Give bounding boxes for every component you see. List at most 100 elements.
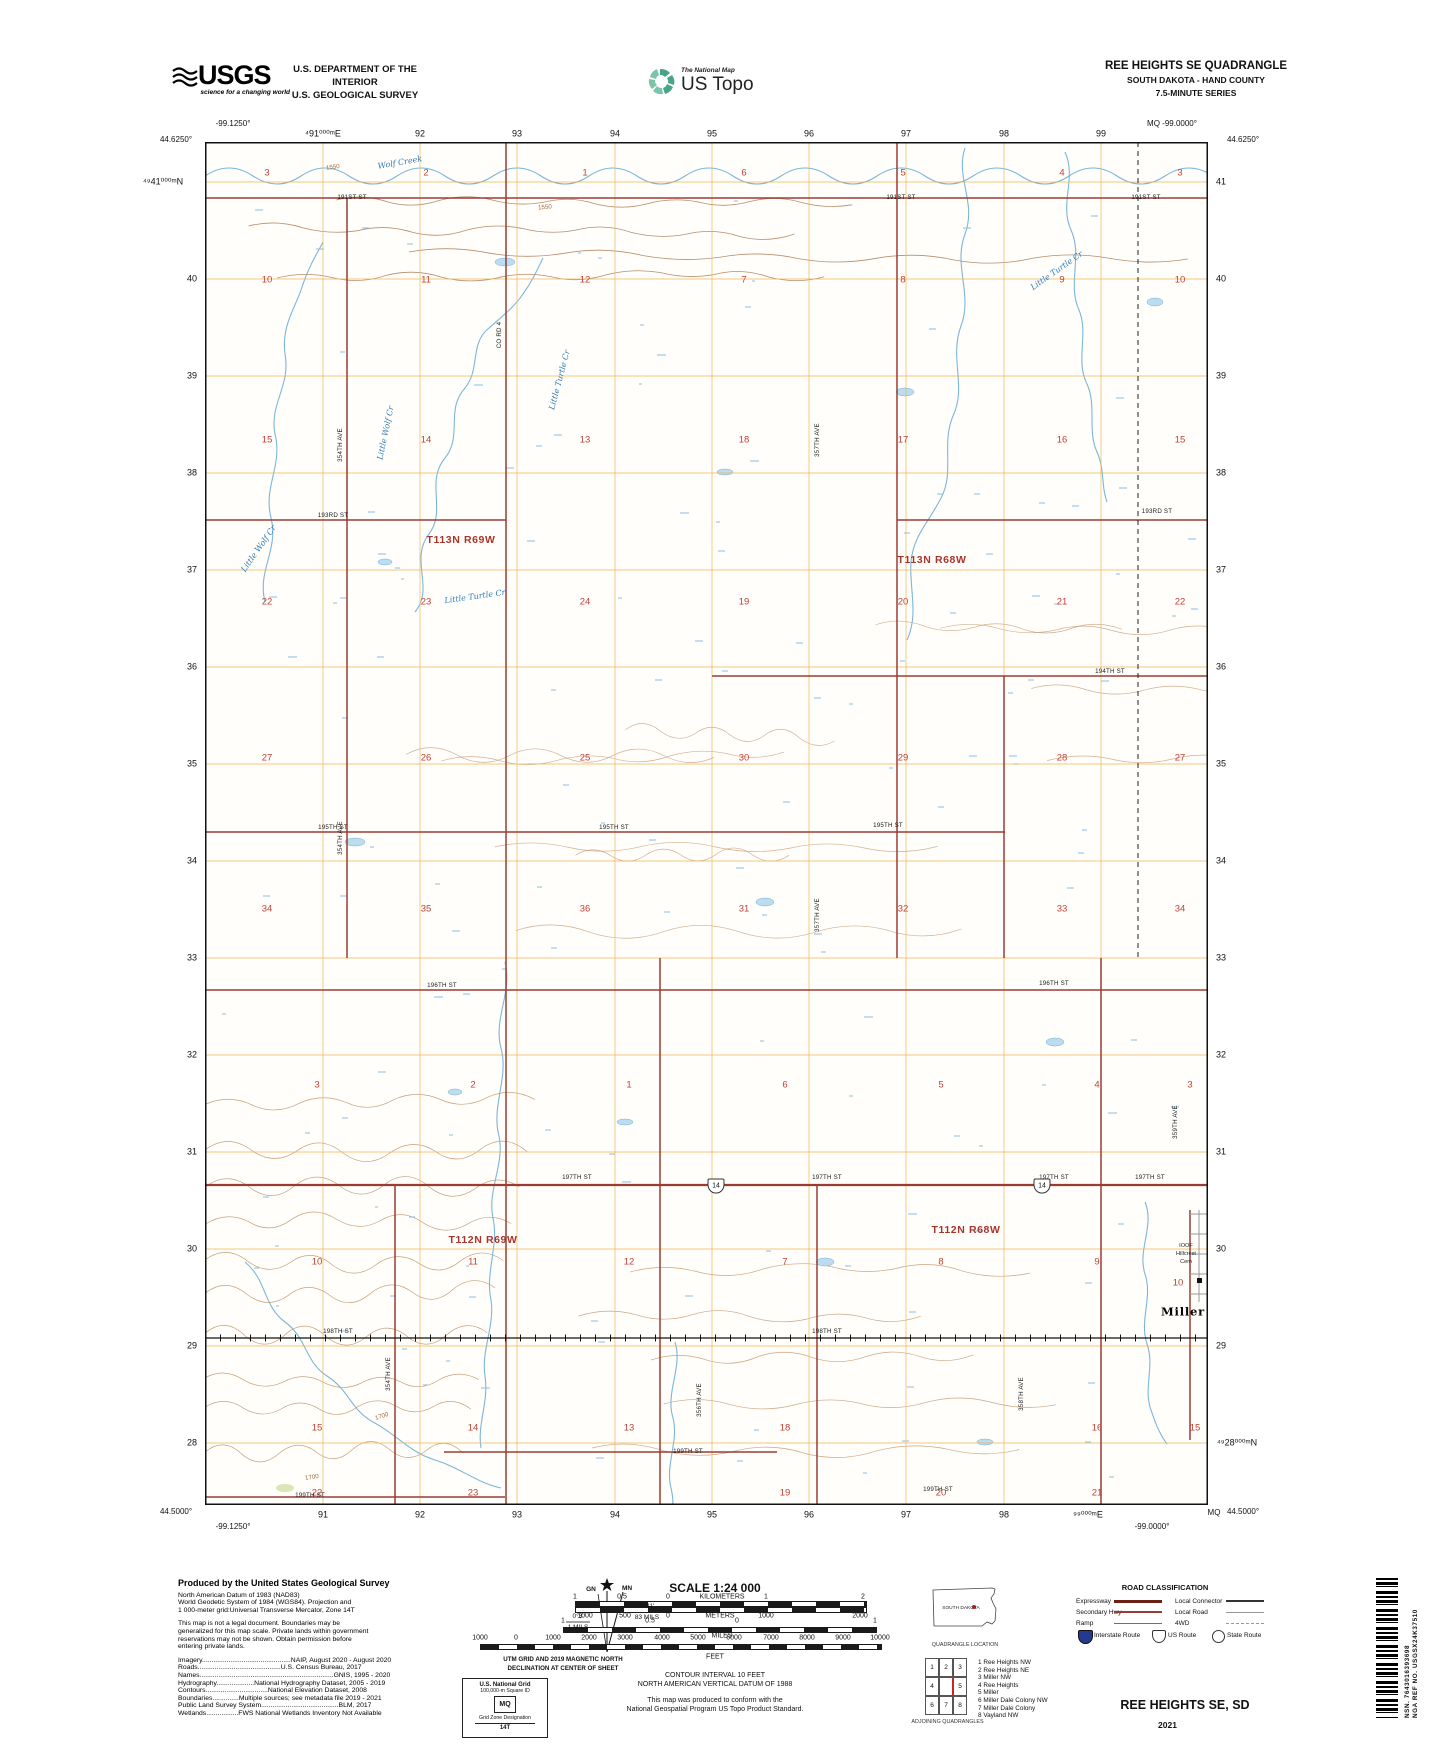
grid-coordinate: 30 xyxy=(1215,1243,1227,1254)
scale-tick: 5000 xyxy=(690,1634,706,1642)
usgs-wave-icon xyxy=(172,65,198,87)
conformance-line2: National Geospatial Program US Topo Prod… xyxy=(626,1706,804,1713)
road-classification-title: ROAD CLASSIFICATION xyxy=(1121,1583,1209,1592)
grid-coordinate: ⁴91⁰⁰⁰ᵐE xyxy=(305,128,341,139)
legend-ramp: Ramp xyxy=(1076,1620,1094,1627)
corner-coordinate: MQ xyxy=(1207,1508,1221,1517)
grid-coordinate: 37 xyxy=(1215,564,1227,575)
grid-coordinate: 35 xyxy=(186,758,198,769)
usng-zone: 14T xyxy=(475,1723,535,1731)
adjoining-quadrangles-caption: ADJOINING QUADRANGLES xyxy=(911,1719,984,1725)
corner-coordinate: -99.1250° xyxy=(215,119,251,128)
adjoining-cell: 8 xyxy=(953,1696,967,1715)
quad-location-dot xyxy=(972,1605,976,1609)
grid-coordinate: ⁹⁹⁰⁰⁰ᵐE xyxy=(1073,1509,1103,1520)
scale-tick: 10000 xyxy=(870,1634,890,1642)
grid-coordinate: 31 xyxy=(186,1146,198,1157)
gn-degrees: 0°3' xyxy=(572,1612,584,1620)
scale-tick: 1 xyxy=(873,1617,877,1625)
legend-interstate: Interstate Route xyxy=(1094,1632,1141,1639)
adjoining-cell: 3 xyxy=(953,1658,967,1677)
ramp-line xyxy=(1114,1623,1162,1624)
usgs-tagline: science for a changing world xyxy=(200,89,290,96)
credits-line: Contours................................… xyxy=(178,1687,367,1695)
grid-coordinate: 91 xyxy=(317,1509,329,1520)
credits-line: reservations may not be shown. Obtain pe… xyxy=(178,1635,352,1643)
magnetic-north-label: MN xyxy=(621,1584,633,1592)
grid-coordinate: 94 xyxy=(609,128,621,139)
quad-title: REE HEIGHTS SE QUADRANGLE xyxy=(1104,60,1288,72)
dept-line1: U.S. DEPARTMENT OF THE INTERIOR xyxy=(293,64,417,88)
local-road-line xyxy=(1226,1612,1264,1613)
credits-line: Roads...................................… xyxy=(178,1664,362,1672)
grid-coordinate: 38 xyxy=(186,467,198,478)
grid-coordinate: 37 xyxy=(186,564,198,575)
expressway-line xyxy=(1114,1600,1162,1603)
legend-us-route: US Route xyxy=(1168,1632,1197,1639)
grid-coordinate: 38 xyxy=(1215,467,1227,478)
scale-tick: 8000 xyxy=(799,1634,815,1642)
grid-coordinate: 96 xyxy=(803,128,815,139)
corner-coordinate: MQ -99.0000° xyxy=(1147,119,1197,128)
state-route-circle-icon xyxy=(1212,1630,1225,1643)
usng-box: U.S. National Grid 100,000-m Square ID M… xyxy=(462,1678,548,1738)
grid-coordinate: 32 xyxy=(186,1049,198,1060)
usng-square-id: MQ xyxy=(494,1696,516,1713)
credits-line: Hydrography....................National … xyxy=(178,1679,386,1687)
grid-coordinate: 92 xyxy=(414,1509,426,1520)
mn-degrees: 4°41' xyxy=(639,1602,655,1610)
secondary-line xyxy=(1114,1611,1162,1613)
corner-coordinate: -99.1250° xyxy=(215,1522,251,1531)
adjoining-cell: 2 xyxy=(939,1658,953,1677)
grid-coordinate: 34 xyxy=(186,855,198,866)
scale-tick: MILES xyxy=(711,1632,733,1640)
scale-tick: 1000 xyxy=(758,1612,774,1620)
scale-tick: 0 xyxy=(514,1634,518,1642)
conformance-line1: This map was produced to conform with th… xyxy=(647,1697,783,1704)
declination-caption-2: DECLINATION AT CENTER OF SHEET xyxy=(507,1665,619,1672)
grid-coordinate: 98 xyxy=(998,1509,1010,1520)
credits-line: 1 000-meter grid:Universal Transverse Me… xyxy=(178,1606,355,1614)
scalebar-meters xyxy=(575,1607,867,1613)
scale-title: SCALE 1:24 000 xyxy=(669,1581,761,1595)
state-locator-map: SOUTH DAKOTA xyxy=(930,1585,1002,1636)
production-credits: Produced by the United States Geological… xyxy=(178,1578,478,1724)
grid-coordinate: 30 xyxy=(186,1243,198,1254)
grid-coordinate: 39 xyxy=(1215,370,1227,381)
grid-coordinate: 29 xyxy=(1215,1340,1227,1351)
legend-expressway: Expressway xyxy=(1076,1598,1112,1605)
legend-local-connector: Local Connector xyxy=(1175,1598,1223,1605)
credits-title: Produced by the United States Geological… xyxy=(178,1578,390,1588)
fourwd-line xyxy=(1226,1623,1264,1624)
grid-coordinate: 93 xyxy=(511,128,523,139)
adjoining-quad-name: 3 Miller NW xyxy=(978,1674,1012,1682)
corner-coordinate: 44.5000° xyxy=(1226,1507,1260,1516)
map-area xyxy=(205,142,1208,1505)
grid-coordinate: 36 xyxy=(186,661,198,672)
scale-tick: FEET xyxy=(706,1653,724,1661)
grid-coordinate: 32 xyxy=(1215,1049,1227,1060)
barcode-nga-ref: NGA REF NO. USGSX24K37510 xyxy=(1412,1609,1419,1718)
grid-coordinate: ⁴⁹28⁰⁰⁰ᵐN xyxy=(1216,1437,1258,1448)
adjoining-quad-name: 8 Vayland NW xyxy=(978,1712,1019,1720)
barcode-nsn: NSN. 7643016393698 xyxy=(1404,1644,1411,1718)
topo-map-art xyxy=(205,142,1208,1505)
legend-state-route: State Route xyxy=(1227,1632,1262,1639)
credits-line: World Geodetic System of 1984 (WGS84). P… xyxy=(178,1599,352,1607)
scalebar-miles xyxy=(563,1627,877,1633)
grid-coordinate: 31 xyxy=(1215,1146,1227,1157)
quadrangle-title-block: REE HEIGHTS SE QUADRANGLE SOUTH DAKOTA -… xyxy=(1046,60,1346,98)
scale-tick: 6000 xyxy=(726,1634,742,1642)
grid-coordinate: 94 xyxy=(609,1509,621,1520)
grid-north-label: GN xyxy=(586,1585,596,1593)
gn-mils: 1 MILS xyxy=(567,1623,589,1631)
dept-line2: U.S. GEOLOGICAL SURVEY xyxy=(291,90,419,101)
quad-state-county: SOUTH DAKOTA - HAND COUNTY xyxy=(1127,75,1265,85)
scalebar-kilometers xyxy=(575,1601,867,1607)
declination-caption-1: UTM GRID AND 2019 MAGNETIC NORTH xyxy=(503,1656,623,1663)
scalebar-feet xyxy=(480,1644,882,1650)
national-map-icon xyxy=(648,67,676,95)
grid-coordinate: 95 xyxy=(706,1509,718,1520)
grid-coordinate: 93 xyxy=(511,1509,523,1520)
